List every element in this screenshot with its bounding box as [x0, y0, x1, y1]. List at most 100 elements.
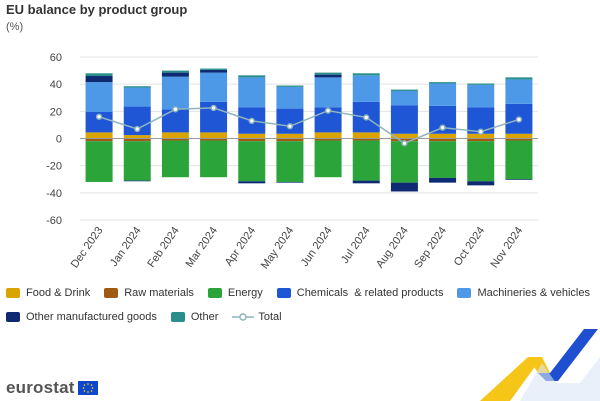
legend-item: Food & Drink	[6, 287, 90, 299]
bar-segment	[429, 133, 457, 139]
bar-segment	[429, 138, 457, 142]
bar-segment	[352, 138, 380, 141]
chart-legend: Food & Drink Raw materials Energy Chemicals…	[6, 284, 596, 332]
bar-segment	[123, 135, 151, 139]
x-tick-label: Dec 2023	[69, 225, 106, 270]
bar-segment	[276, 141, 304, 182]
bar-segment	[352, 180, 380, 184]
legend-swatch	[276, 288, 291, 298]
bar-segment	[238, 133, 266, 139]
bar-segment	[85, 73, 113, 77]
bar-segment	[429, 83, 457, 106]
bar-segment	[276, 138, 304, 142]
eurostat-logo: eurostat	[6, 378, 98, 398]
chart-title: EU balance by product group	[6, 2, 188, 17]
y-tick-label: 60	[50, 52, 62, 64]
bar-segment	[390, 182, 418, 192]
legend-item: Other manufactured goods	[6, 311, 157, 323]
bar-segment	[505, 77, 533, 80]
x-tick-label: Jun 2024	[299, 225, 335, 269]
x-tick-label: Apr 2024	[223, 225, 258, 268]
total-point	[286, 123, 294, 130]
legend-swatch	[104, 288, 119, 298]
bar-segment	[123, 86, 151, 88]
legend-label: Raw materials	[124, 287, 194, 299]
bar-segment	[161, 76, 189, 110]
bar-segment	[314, 72, 342, 75]
legend-line-marker	[232, 313, 255, 321]
bar-segment	[276, 133, 304, 139]
legend-swatch	[6, 288, 20, 298]
bar-segment	[314, 77, 342, 108]
bar-segment	[200, 132, 228, 139]
total-point	[134, 125, 141, 133]
bar-segment	[505, 133, 533, 139]
legend-swatch	[457, 288, 472, 298]
x-tick-label: Nov 2024	[489, 225, 526, 270]
bar-segment	[352, 73, 380, 76]
x-tick-label: Feb 2024	[145, 225, 181, 270]
bar-segment	[85, 112, 113, 133]
bar-segment	[276, 86, 304, 109]
bar-segment	[85, 141, 113, 182]
total-point	[477, 128, 484, 135]
bar-segment	[200, 68, 228, 70]
y-tick-label: -40	[46, 188, 62, 200]
chart-unit: (%)	[6, 21, 24, 33]
bar-segment	[505, 179, 533, 180]
y-tick-label: -60	[46, 215, 62, 227]
legend-label: Machineries & vehicles	[477, 287, 590, 299]
bar-segment	[276, 85, 304, 87]
bar-segment	[390, 90, 418, 106]
total-point	[248, 117, 255, 124]
y-tick-label: 0	[56, 134, 62, 146]
bar-segment	[161, 138, 189, 141]
bar-segment	[161, 109, 189, 133]
legend-label: Total	[258, 311, 282, 323]
x-tick-label: Sep 2024	[412, 225, 449, 270]
bar-segment	[314, 140, 342, 178]
x-tick-label: Oct 2024	[452, 225, 487, 268]
bar-segment	[276, 181, 304, 183]
legend-item: Other	[170, 311, 218, 323]
bar-segment	[352, 132, 380, 139]
bar-segment	[161, 72, 189, 77]
bar-segment	[161, 140, 189, 178]
bar-segment	[467, 83, 495, 85]
legend-label: Chemicals & related products	[296, 287, 444, 299]
x-tick-label: May 2024	[259, 225, 297, 271]
bar-segment	[123, 141, 151, 181]
bar-segment	[390, 89, 418, 91]
legend-swatch	[170, 312, 185, 322]
bar-segment	[123, 138, 151, 142]
bar-segment	[200, 69, 228, 73]
bar-segment	[390, 141, 418, 183]
bar-segment	[467, 133, 495, 139]
bar-segment	[238, 181, 266, 184]
legend-label: Food & Drink	[26, 287, 91, 299]
bar-segment	[238, 77, 266, 108]
total-point	[363, 114, 370, 121]
bar-segment	[238, 75, 266, 78]
bar-segment	[429, 82, 457, 84]
bar-segment	[390, 105, 418, 134]
legend-swatch	[6, 312, 20, 322]
bar-segment	[390, 138, 418, 142]
legend-item: Machineries & vehicles	[457, 287, 590, 299]
legend-item: Chemicals & related products	[276, 287, 444, 299]
bar-segment	[85, 132, 113, 139]
bar-segment	[200, 140, 228, 178]
bar-segment	[505, 138, 533, 141]
x-tick-label: Mar 2024	[184, 225, 220, 270]
bar-segment	[123, 87, 151, 107]
bar-segment	[352, 140, 380, 181]
bar-segment	[200, 72, 228, 102]
bar-segment	[429, 177, 457, 183]
bar-segment	[123, 180, 151, 182]
bar-segment	[505, 79, 533, 104]
bar-segment	[467, 84, 495, 108]
bar-segment	[352, 75, 380, 102]
bar-segment	[85, 76, 113, 83]
bar-segment	[276, 108, 304, 134]
legend-swatch	[207, 288, 222, 298]
